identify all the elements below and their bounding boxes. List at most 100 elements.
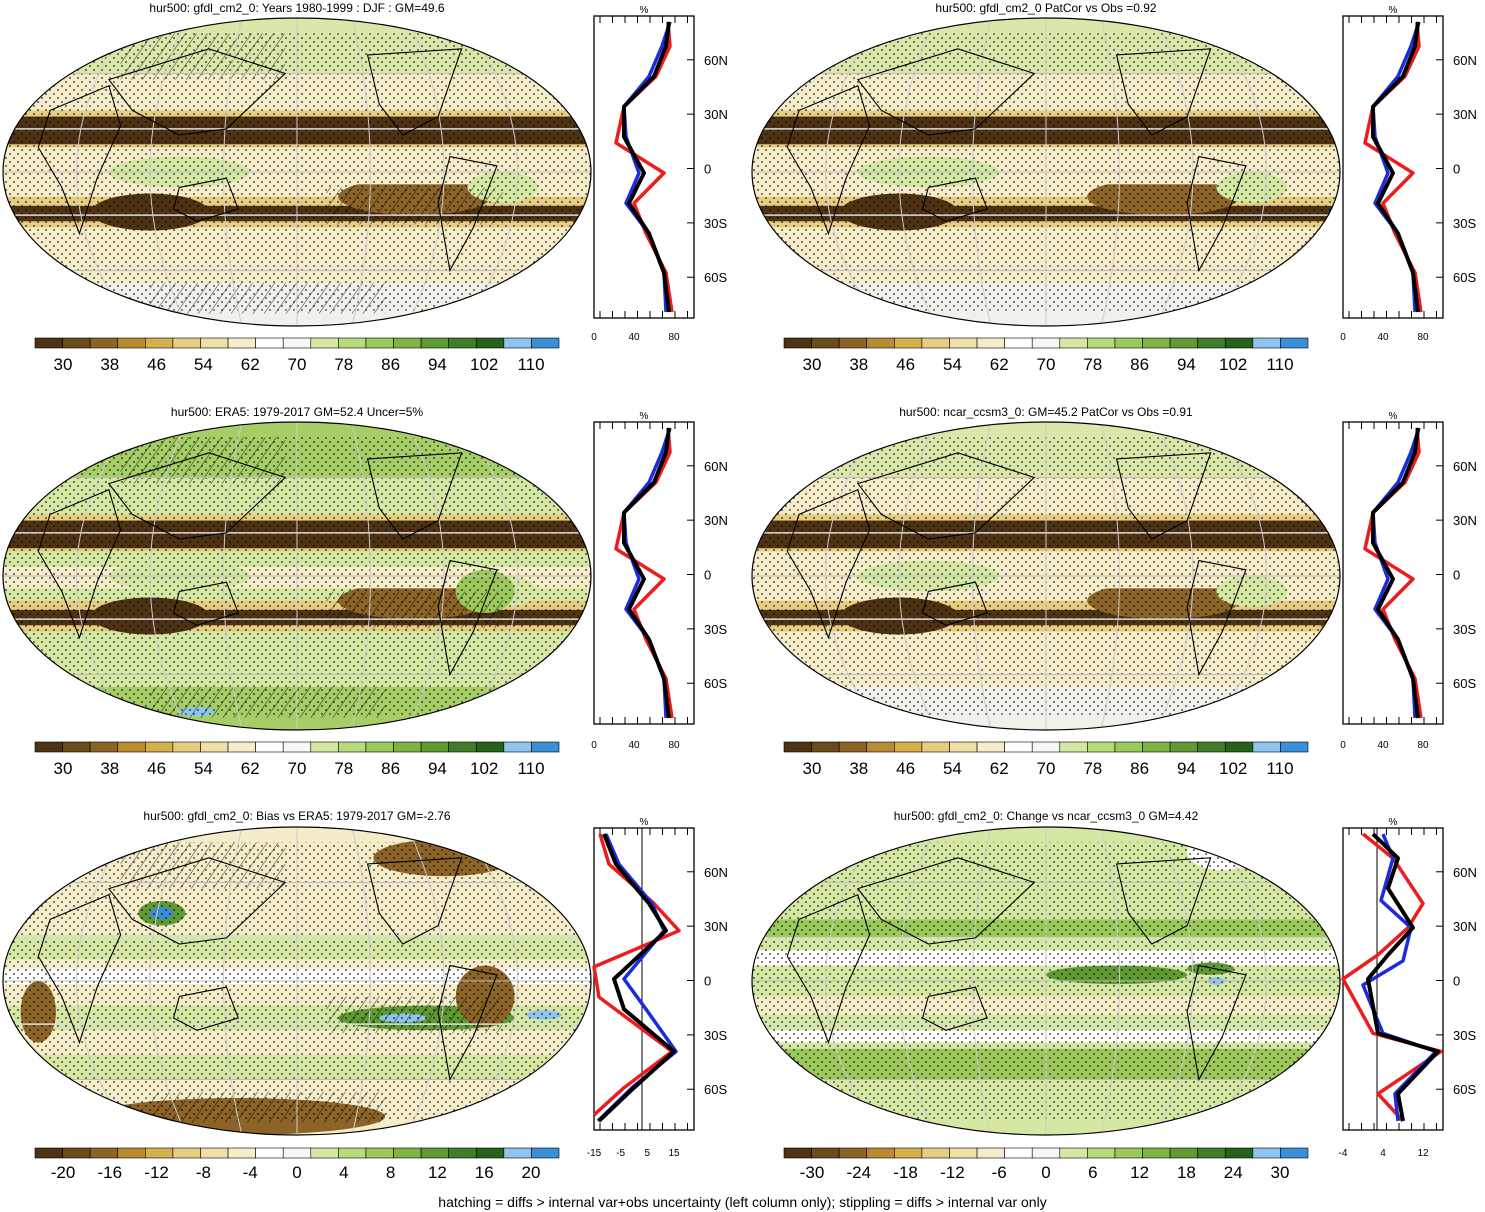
colorbar-swatch (227, 741, 256, 753)
colorbar-p2: 30 38 46 54 62 70 78 86 94 102 110 (783, 337, 1309, 374)
map-p4 (751, 421, 1341, 731)
colorbar-swatch (310, 337, 339, 349)
colorbar-tick-label: 94 (428, 759, 447, 778)
colorbar-swatch (783, 1147, 812, 1159)
colorbar-swatch (976, 741, 1005, 753)
profile-frame (593, 421, 695, 725)
profile-lat-label: 60S (704, 270, 727, 285)
profile-x-label: 5 (645, 1148, 651, 1159)
profile-line-black (1371, 427, 1420, 719)
profile-line-black (622, 21, 671, 313)
zonal-profile-p1: % 60N 30N 0 30S 60S 0 40 80 (591, 5, 728, 343)
colorbar-swatch (783, 741, 812, 753)
colorbar-tick-label: 70 (1037, 759, 1056, 778)
colorbar-swatch (255, 337, 284, 349)
colorbar-tick-label: 38 (100, 759, 119, 778)
colorbar-tick-label: 8 (386, 1163, 395, 1182)
map-p6 (751, 826, 1341, 1136)
profile-x-label: 15 (668, 1148, 680, 1159)
colorbar-swatch (531, 337, 560, 349)
profile-x-label: -5 (616, 1148, 625, 1159)
colorbar-swatch (475, 337, 505, 349)
colorbar-swatch (783, 337, 812, 349)
profile-lat-label: 30N (704, 919, 728, 934)
colorbar-tick-label: 38 (100, 355, 119, 374)
colorbar-swatch (200, 741, 229, 753)
colorbar-swatch (1224, 741, 1254, 753)
profile-x-label: 4 (1380, 1148, 1386, 1159)
colorbar-swatch (1224, 1147, 1254, 1159)
colorbar-swatch (393, 1147, 422, 1159)
colorbar-swatch (338, 337, 367, 349)
profile-lat-label: 0 (704, 974, 711, 989)
colorbar-tick-label: 54 (194, 355, 213, 374)
colorbar-swatch (976, 1147, 1005, 1159)
colorbar-tick-label: -12 (144, 1163, 169, 1182)
colorbar-tick-label: 86 (1130, 759, 1149, 778)
colorbar-swatch (921, 337, 950, 349)
profile-x-label: -15 (587, 1148, 602, 1159)
colorbar-swatch (145, 337, 174, 349)
profile-lat-label: 60S (1453, 270, 1476, 285)
colorbar-tick-label: 38 (849, 355, 868, 374)
profile-x-label: 40 (1377, 740, 1389, 751)
colorbar-swatch (172, 1147, 201, 1159)
colorbar-tick-label: 94 (428, 355, 447, 374)
colorbar-p4: 30 38 46 54 62 70 78 86 94 102 110 (783, 741, 1309, 778)
colorbar-swatch (894, 337, 923, 349)
colorbar-swatch (1004, 741, 1033, 753)
colorbar-tick-label: 86 (381, 759, 400, 778)
colorbar-swatch (866, 741, 895, 753)
colorbar-swatch (255, 741, 284, 753)
colorbar-swatch (503, 741, 532, 753)
profile-lat-label: 60N (1453, 865, 1477, 880)
colorbar-swatch (503, 1147, 532, 1159)
colorbar-swatch (282, 741, 312, 753)
profile-lat-label: 60N (1453, 459, 1477, 474)
colorbar-tick-label: -20 (51, 1163, 76, 1182)
panel-title: hur500: gfdl_cm2_0 PatCor vs Obs =0.92 (935, 1, 1156, 15)
colorbar-tick-label: 94 (1177, 759, 1196, 778)
colorbar-swatch (1169, 337, 1198, 349)
profile-x-label: -4 (1339, 1148, 1348, 1159)
colorbar-swatch (1059, 741, 1088, 753)
profile-x-label: 40 (628, 332, 640, 343)
panel-title: hur500: gfdl_cm2_0: Years 1980-1999 : DJ… (149, 1, 445, 15)
profile-x-label: 40 (1377, 332, 1389, 343)
colorbar-tick-label: -16 (98, 1163, 123, 1182)
colorbar-swatch (1197, 337, 1226, 349)
colorbar-tick-label: 30 (54, 759, 73, 778)
colorbar-tick-label: 46 (147, 759, 166, 778)
colorbar-swatch (282, 337, 312, 349)
colorbar-tick-label: 24 (1224, 1163, 1243, 1182)
profile-line-black (1371, 21, 1420, 313)
panel-title: hur500: gfdl_cm2_0: Bias vs ERA5: 1979-2… (143, 809, 451, 823)
colorbar-tick-label: 38 (849, 759, 868, 778)
colorbar-tick-label: 86 (1130, 355, 1149, 374)
colorbar-swatch (1004, 1147, 1033, 1159)
colorbar-p6: -30 -24 -18 -12 -6 0 6 12 18 24 30 (783, 1147, 1309, 1182)
colorbar-tick-label: 110 (517, 355, 544, 374)
colorbar-tick-label: 78 (1083, 355, 1102, 374)
colorbar-tick-label: 12 (1130, 1163, 1149, 1182)
profile-line-red (592, 833, 681, 1117)
colorbar-swatch (393, 741, 422, 753)
colorbar-swatch (1252, 741, 1281, 753)
colorbar-swatch (200, 337, 229, 349)
colorbar-tick-label: 70 (1037, 355, 1056, 374)
colorbar-swatch (1197, 1147, 1226, 1159)
colorbar-swatch (117, 741, 146, 753)
colorbar-tick-label: -30 (800, 1163, 825, 1182)
colorbar-tick-label: 102 (470, 355, 498, 374)
colorbar-swatch (838, 1147, 868, 1159)
colorbar-tick-label: 62 (990, 355, 1009, 374)
profile-x-label: 80 (1417, 332, 1429, 343)
profile-lat-label: 0 (1453, 162, 1460, 177)
colorbar-swatch (310, 741, 339, 753)
figure-footnote: hatching = diffs > internal var+obs unce… (438, 1194, 1047, 1210)
panel-title: hur500: gfdl_cm2_0: Change vs ncar_ccsm3… (894, 809, 1199, 823)
colorbar-tick-label: 30 (803, 355, 822, 374)
colorbar-swatch (172, 337, 201, 349)
profile-x-label: 0 (591, 740, 597, 751)
colorbar-tick-label: -18 (893, 1163, 918, 1182)
